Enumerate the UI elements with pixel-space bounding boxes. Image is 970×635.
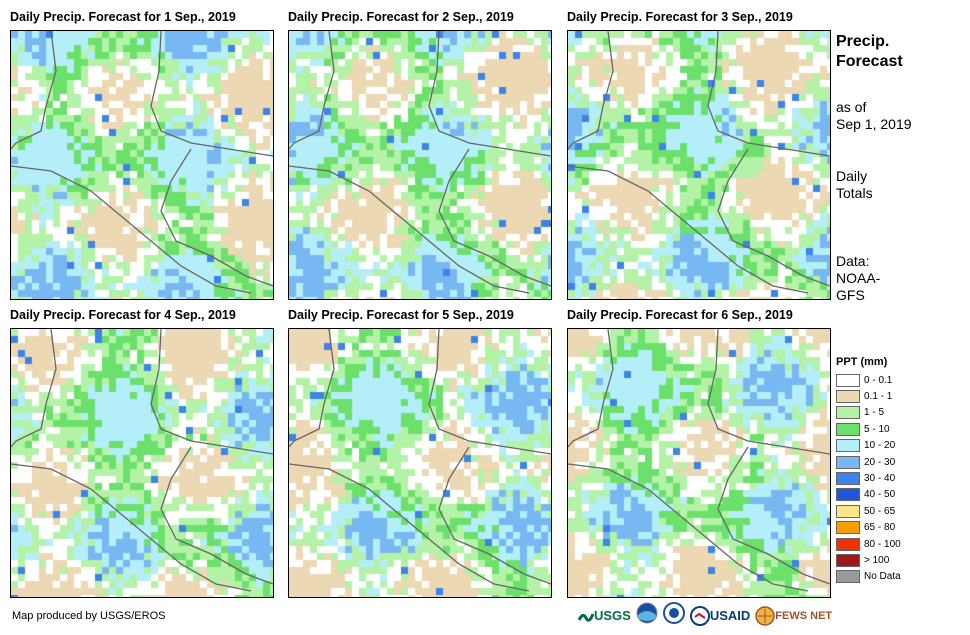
legend-swatch [836,553,860,567]
legend-item: 5 - 10 [836,421,912,437]
usgs-logo: USGS [578,608,631,624]
legend-swatch [836,472,860,486]
legend-swatch [836,521,860,535]
legend-item: 80 - 100 [836,536,912,552]
legend-item: 50 - 65 [836,503,912,519]
precip-map [288,30,552,300]
legend-item: 30 - 40 [836,470,912,486]
legend-item: 0.1 - 1 [836,388,912,404]
precip-map [567,30,831,300]
coastline [11,329,273,592]
coastline [289,31,551,294]
legend-swatch [836,570,860,584]
legend-label: 65 - 80 [864,522,896,534]
legend-label: 1 - 5 [864,407,885,419]
fews-net-logo: FEWS NET [755,605,832,626]
legend-label: 80 - 100 [864,538,901,550]
nasa-logo-icon [662,602,685,629]
legend-label: 20 - 30 [864,456,896,468]
usaid-seal-icon [689,605,710,626]
precip-map [567,328,831,598]
usgs-wave-icon [578,612,594,622]
legend-item: 40 - 50 [836,487,912,503]
legend-label: 40 - 50 [864,489,896,501]
fews-globe-icon [755,605,776,626]
legend-swatch [836,537,860,551]
legend-swatch [836,406,860,420]
legend-label: > 100 [864,554,890,566]
legend-label: 0 - 0.1 [864,374,893,386]
logo-strip: USGS USAID FEWS NET [578,602,832,629]
legend-label: No Data [864,571,901,583]
legend-item: 20 - 30 [836,454,912,470]
precip-map [288,328,552,598]
panel-title: Daily Precip. Forecast for 1 Sep., 2019 [10,10,236,24]
usaid-logo: USAID [689,605,750,626]
precip-map [10,30,274,300]
legend-item: 65 - 80 [836,520,912,536]
panel-title: Daily Precip. Forecast for 5 Sep., 2019 [288,308,514,322]
legend: PPT (mm) 0 - 0.1 0.1 - 1 1 - 5 5 - 10 10 - 2… [836,356,912,585]
daily-totals: Daily Totals [836,168,873,201]
legend-label: 5 - 10 [864,423,890,435]
as-of-date: as of Sep 1, 2019 [836,99,912,132]
legend-item: 1 - 5 [836,405,912,421]
legend-item: 10 - 20 [836,438,912,454]
legend-swatch [836,390,860,404]
coastline [568,31,830,294]
legend-swatch [836,455,860,469]
legend-item: 0 - 0.1 [836,372,912,388]
panel-title: Daily Precip. Forecast for 3 Sep., 2019 [567,10,793,24]
legend-swatch [836,504,860,518]
side-title: Precip. Forecast [836,33,903,70]
legend-swatch [836,439,860,453]
legend-swatch [836,373,860,387]
coastline [568,329,830,592]
precip-map [10,328,274,598]
panel-title: Daily Precip. Forecast for 2 Sep., 2019 [288,10,514,24]
data-source: Data: NOAA- GFS [836,253,881,303]
legend-item: > 100 [836,552,912,568]
legend-swatch [836,422,860,436]
panel-title: Daily Precip. Forecast for 6 Sep., 2019 [567,308,793,322]
legend-item: No Data [836,569,912,585]
credit-text: Map produced by USGS/EROS [12,610,166,622]
coastline [289,329,551,592]
legend-label: 10 - 20 [864,440,896,452]
legend-label: 0.1 - 1 [864,391,893,403]
legend-label: 30 - 40 [864,473,896,485]
legend-label: 50 - 65 [864,505,896,517]
noaa-logo-icon [636,602,658,629]
coastline [11,31,273,294]
panel-title: Daily Precip. Forecast for 4 Sep., 2019 [10,308,236,322]
legend-swatch [836,488,860,502]
legend-title: PPT (mm) [836,356,888,368]
